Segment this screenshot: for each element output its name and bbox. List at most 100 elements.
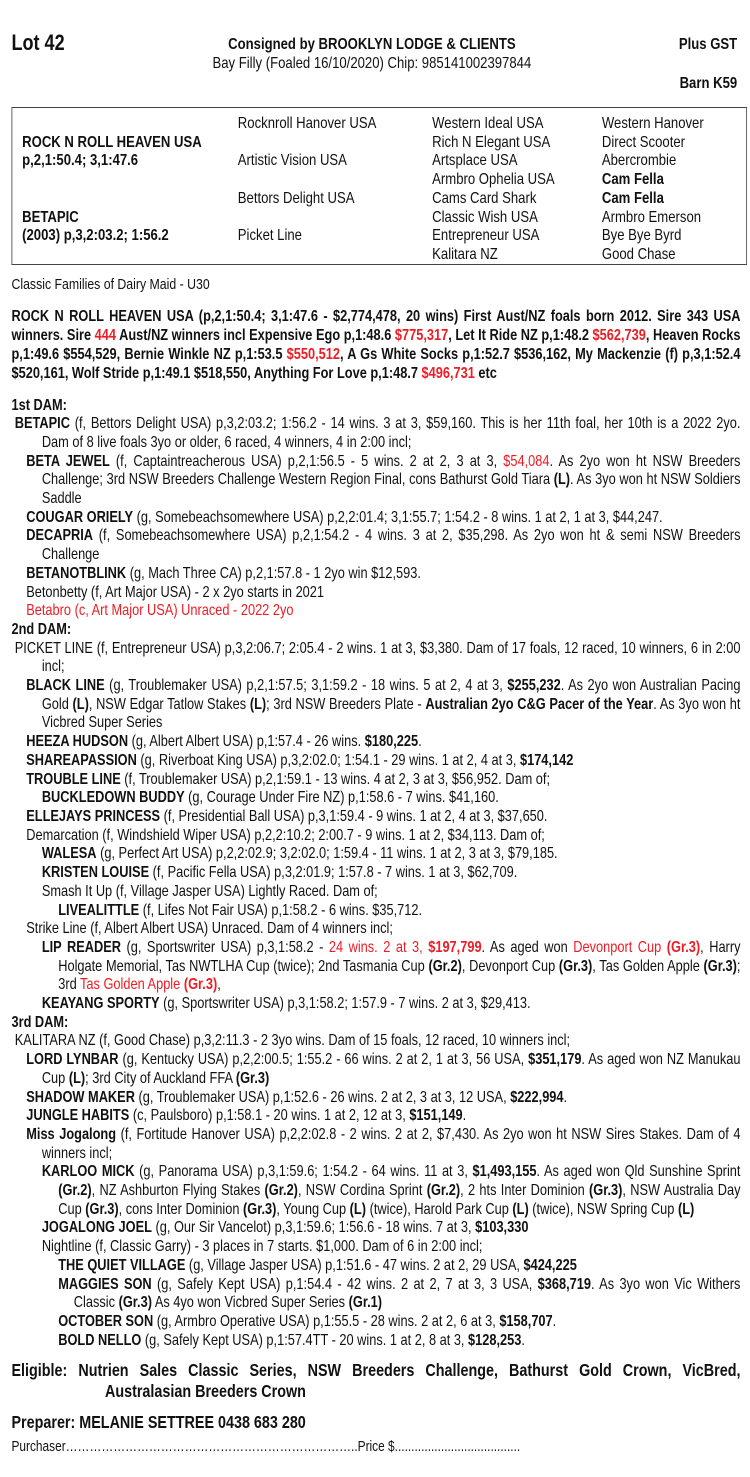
text-run: Betonbetty (f, Art Major USA) - 2 x 2yo … — [26, 583, 325, 601]
pedigree-entry: KRISTEN LOUISE (f, Pacific Fella USA) p,… — [0, 864, 740, 883]
text-run: BETANOTBLINK — [26, 564, 127, 582]
text-run: (L) — [72, 695, 89, 713]
text-run: (g, Armbro Operative USA) p,1:55.5 - 28 … — [153, 1312, 500, 1330]
text-run: BLACK LINE — [26, 677, 105, 695]
text-run: (f, Bettors Delight USA) p,3,2:03.2; 1:5… — [41, 415, 741, 451]
dam-heading: 3rd DAM: — [11, 1013, 69, 1031]
grandparent: Artistic Vision USA — [237, 152, 347, 170]
text-run: (g, Safely Kept USA) p,1:57.4TT - 20 win… — [141, 1331, 469, 1349]
pedigree-entry: Betabro (c, Art Major USA) Unraced - 202… — [0, 602, 740, 621]
text-run: (L) — [512, 1200, 529, 1218]
pedigree-entry: LIP READER (g, Sportswriter USA) p,3,1:5… — [0, 938, 741, 995]
text-run: (twice), Harold Park Cup — [366, 1200, 513, 1218]
text-run: LIP READER — [41, 938, 121, 956]
text-run: , Tas Golden Apple — [592, 957, 704, 975]
text-run: (g, Sportswriter USA) p,3,1:58.2; 1:57.9… — [159, 995, 531, 1013]
text-run: . As aged won NZ Manukau Cup — [41, 1051, 741, 1087]
text-run: , 2 hts Inter Dominion — [460, 1182, 589, 1200]
text-run: . — [521, 1331, 525, 1349]
pedigree-entry: BETA JEWEL (f, Captaintreacherous USA) p… — [0, 453, 740, 509]
text-run: $158,707 — [499, 1312, 553, 1330]
text-run: $1,493,155 — [472, 1163, 537, 1181]
text-run: (f, Pacific Fella USA) p,3,2:01.9; 1:57.… — [149, 864, 518, 882]
gst-note: Plus GST — [678, 36, 738, 53]
text-run: (Gr.3) — [183, 976, 218, 994]
family-line: Classic Families of Dairy Maid - U30 — [11, 276, 210, 293]
pedigree-entry: LORD LYNBAR (g, Kentucky USA) p,2,2:00.5… — [0, 1051, 740, 1088]
great-grandparent: Western Ideal USA — [432, 115, 544, 132]
text-run: Smash It Up (f, Village Jasper USA) Ligh… — [41, 882, 378, 900]
text-run: . — [462, 1107, 467, 1125]
text-run: . As 2yo won Australian Pacing Gold — [41, 677, 741, 713]
pedigree-entry: DECAPRIA (f, Somebeachsomewhere USA) p,2… — [0, 527, 740, 564]
text-run: (f, Fortitude Hanover USA) p,2,2:02.8 - … — [41, 1125, 741, 1162]
text-run: (Gr.2) — [426, 1182, 461, 1200]
text-run: (g, Riverboat King USA) p,3,2:02.0; 1:54… — [136, 751, 520, 769]
grandparent: Rocknroll Hanover USA — [237, 115, 377, 132]
pedigree-entry: MAGGIES SON (g, Safely Kept USA) p,1:54.… — [0, 1276, 740, 1313]
text-run: Betabro (c, Art Major USA) Unraced - 202… — [26, 602, 294, 620]
text-run: $351,179 — [528, 1051, 582, 1069]
dam-record: (2003) p,3,2:03.2; 1:56.2 — [22, 227, 169, 245]
text-run: , NSW Australia Day Cup — [58, 1182, 741, 1218]
pedigree-entry: Smash It Up (f, Village Jasper USA) Ligh… — [0, 883, 740, 902]
text-run: (g, Panorama USA) p,3,1:59.6; 1:54.2 - 6… — [134, 1163, 473, 1181]
great-great-grandparent: Western Hanover — [601, 115, 704, 132]
text-run: $222,994 — [510, 1088, 564, 1106]
text-run: MAGGIES SON — [58, 1275, 152, 1293]
text-run: . As aged won Qld Sunshine Sprint — [536, 1163, 741, 1181]
purchase-line: Purchaser………………………………………………………………..Price… — [0, 1438, 740, 1457]
horse-description: Bay Filly (Foaled 16/10/2020) Chip: 9851… — [212, 55, 532, 72]
text-run: KRISTEN LOUISE — [41, 864, 150, 882]
text-run: $562,739 — [592, 326, 646, 344]
text-run: (g, Our Sir Vancelot) p,3,1:59.6; 1:56.6… — [151, 1219, 476, 1237]
sire-summary: ROCK N ROLL HEAVEN USA (p,2,1:50.4; 3,1:… — [0, 307, 740, 384]
text-run: , — [217, 976, 221, 994]
grandparent: Picket Line — [237, 227, 302, 245]
pedigree-table: ROCK N ROLL HEAVEN USA p,2,1:50.4; 3,1:47… — [11, 107, 748, 265]
text-run: (Gr.3) — [235, 1069, 270, 1087]
price-field[interactable]: Price $.................................… — [357, 1439, 521, 1456]
great-grandparent: Entrepreneur USA — [432, 227, 540, 245]
text-run: JUNGLE HABITS — [26, 1107, 130, 1125]
pedigree-entry: Betonbetty (f, Art Major USA) - 2 x 2yo … — [0, 584, 740, 603]
great-great-grandparent: Good Chase — [601, 245, 676, 263]
text-run: (g, Somebeachsomewhere USA) p,2,2:01.4; … — [133, 508, 663, 526]
text-run: , Harry Holgate Memorial, Tas NWTLHA Cup… — [58, 938, 741, 975]
text-run: (twice), NSW Spring Cup — [528, 1200, 678, 1218]
text-run: SHADOW MAKER — [26, 1088, 135, 1106]
text-run: . As 3yo won Vic Withers Classic — [73, 1275, 741, 1312]
pedigree-entry: KALITARA NZ (f, Good Chase) p,3,2:11.3 -… — [0, 1032, 740, 1051]
text-run: , cons Inter Dominion — [118, 1200, 244, 1218]
text-run: 24 wins. 2 at 3, — [328, 938, 429, 956]
text-run: (g, Sportswriter USA) p,3,1:58.2 - — [120, 938, 329, 956]
text-run: SHAREAPASSION — [26, 751, 137, 769]
text-run: (L) — [349, 1200, 367, 1218]
text-run: COUGAR ORIELY — [26, 508, 134, 526]
text-run: $368,719 — [537, 1275, 591, 1293]
barn-number: Barn K59 — [679, 75, 738, 92]
text-run: (Gr.2) — [428, 957, 462, 975]
text-run: Aust/NZ winners incl Expensive Ego p,1:4… — [116, 326, 395, 344]
great-great-grandparent: Abercrombie — [601, 152, 677, 170]
text-run: OCTOBER SON — [58, 1312, 154, 1330]
great-great-grandparent: Armbro Emerson — [601, 208, 702, 226]
great-great-grandparent: Cam Fella — [601, 171, 664, 189]
text-run: . As aged won — [481, 938, 574, 956]
text-run: (L) — [249, 695, 267, 713]
text-run: , Young Cup — [276, 1200, 350, 1218]
pedigree-entry: Nightline (f, Classic Garry) - 3 places … — [0, 1238, 740, 1257]
text-run: (f, Troublemaker USA) p,2,1:59.1 - 13 wi… — [120, 770, 551, 788]
text-run: (Gr.2) — [264, 1182, 298, 1200]
pedigree-entry: HEEZA HUDSON (g, Albert Albert USA) p,1:… — [0, 733, 740, 752]
sire-record: p,2,1:50.4; 3,1:47.6 — [22, 152, 139, 170]
text-run: LIVEALITTLE — [58, 901, 140, 919]
text-run: , NSW Cordina Sprint — [297, 1182, 427, 1200]
lot-number: Lot 42 — [11, 30, 65, 55]
text-run: , NSW Edgar Tatlow Stakes — [88, 695, 250, 713]
purchaser-field[interactable]: Purchaser……………………………………………………………….. — [11, 1439, 358, 1456]
pedigree-entry: BUCKLEDOWN BUDDY (g, Courage Under Fire … — [0, 789, 740, 808]
text-run: THE QUIET VILLAGE — [58, 1256, 186, 1274]
great-great-grandparent: Bye Bye Byrd — [601, 227, 682, 245]
preparer: Preparer: MELANIE SETTREE 0438 683 280 — [11, 1412, 306, 1433]
